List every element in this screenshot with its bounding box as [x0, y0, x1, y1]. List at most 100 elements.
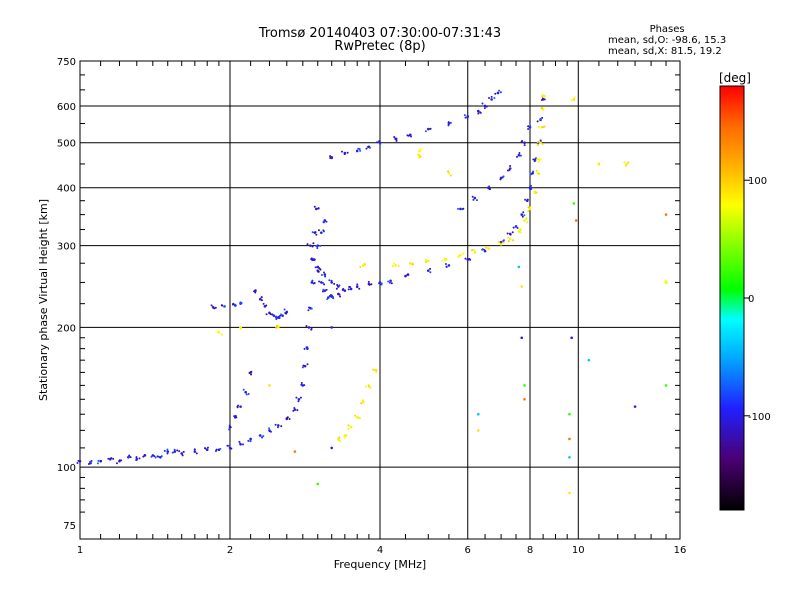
data-point-O-echo [90, 460, 93, 463]
data-point-O-echo [135, 456, 138, 459]
data-point-O-echo [235, 416, 238, 419]
data-point-O-echo [326, 298, 329, 301]
data-point-O-echo [481, 248, 484, 251]
data-point-O-echo [213, 307, 216, 310]
data-point-O-echo [248, 371, 251, 374]
data-point-O-echo [407, 273, 410, 276]
data-point-O-echo [250, 373, 253, 376]
data-point-X-echo [507, 236, 510, 239]
data-point-X-echo [541, 95, 544, 98]
data-point-O-echo [311, 279, 314, 282]
y-tick-label: 400 [57, 184, 76, 195]
data-point-O-echo [325, 288, 328, 291]
data-point-O [205, 448, 209, 452]
data-point-O-echo [481, 102, 484, 105]
data-point-O-echo [483, 107, 486, 110]
data-point-O [327, 296, 330, 299]
data-point-O-echo [464, 116, 467, 119]
data-point-O-echo [329, 155, 332, 158]
data-point-O-echo [228, 444, 231, 447]
data-point-O-echo [323, 271, 326, 274]
data-point-O-echo [529, 124, 532, 127]
data-point-X-echo [573, 96, 576, 99]
data-point-O-echo [395, 137, 398, 140]
data-point-X-echo [485, 246, 488, 249]
data-point-O-echo [280, 425, 283, 428]
data-point-O-echo [499, 178, 502, 181]
data-point-other [293, 450, 297, 453]
data-point-O-echo [129, 456, 132, 459]
data-point-X-echo [665, 281, 668, 284]
data-point-X-echo [391, 265, 394, 268]
data-point-O-echo [160, 455, 163, 458]
data-point-O-echo [464, 257, 467, 260]
data-point-O-echo [285, 312, 288, 315]
data-point-O-echo [239, 442, 242, 445]
data-point-O-echo [306, 363, 309, 366]
data-point-O-echo [321, 281, 324, 284]
data-point-X [523, 219, 526, 222]
data-point-O-echo [120, 459, 123, 462]
data-point-O-echo [479, 111, 482, 114]
x-tick-label: 16 [674, 545, 687, 556]
data-point-O-echo [275, 318, 278, 321]
data-point-X-echo [337, 439, 340, 442]
data-point-O-echo [303, 347, 306, 350]
data-point-O [244, 390, 247, 394]
data-point-O-echo [157, 455, 160, 458]
data-point-O-echo [317, 270, 320, 273]
data-point-O-echo [258, 434, 261, 437]
data-point-O-echo [321, 290, 324, 293]
data-point-O-echo [112, 457, 115, 460]
data-point-O-echo [395, 139, 398, 142]
data-point-other [517, 265, 521, 269]
data-point-O [323, 273, 327, 276]
data-point-O-echo [89, 461, 92, 464]
data-point-O-echo [278, 317, 281, 320]
data-point-O-echo [475, 199, 478, 202]
data-point-O-echo [311, 245, 314, 248]
x-tick-label: 2 [227, 545, 233, 556]
data-point-O-echo [250, 370, 253, 373]
data-point-O-echo [219, 447, 222, 450]
data-point-O-echo [333, 282, 336, 285]
data-point-O-echo [237, 404, 240, 407]
data-point-O [309, 244, 312, 247]
data-point-X-echo [542, 96, 545, 99]
data-point-O-echo [230, 447, 233, 450]
data-point-X-echo [527, 206, 530, 209]
data-point-O [312, 258, 316, 261]
data-point-X-echo [358, 417, 361, 420]
data-point-other [520, 285, 524, 288]
data-point-O-echo [521, 140, 524, 143]
data-point-O-echo [509, 165, 512, 168]
data-point-O-echo [303, 384, 306, 387]
data-point-O-echo [462, 207, 465, 210]
data-point-O-echo [366, 145, 369, 148]
data-point-O-echo [87, 462, 90, 465]
data-point-O-echo [236, 406, 239, 409]
y-tick-label: 300 [57, 242, 76, 253]
data-point-O [343, 289, 347, 292]
data-point-X-echo [627, 161, 630, 164]
axis-tick-labels: 1 2 4 6 8 10 16 75 100 200 300 400 500 600 750 [57, 57, 686, 556]
data-point-O [508, 167, 512, 170]
data-point-O-echo [176, 449, 179, 452]
data-point-O-echo [357, 147, 360, 150]
data-point-X-echo [275, 324, 278, 327]
data-point-O-echo [490, 95, 493, 98]
data-point-O-echo [457, 207, 460, 210]
data-point-O-echo [339, 295, 342, 298]
data-point-O-echo [315, 245, 318, 248]
data-point-O-echo [449, 121, 452, 124]
colorbar-tick-label: -100 [748, 412, 771, 423]
axis-ticks [80, 61, 680, 539]
data-point-O-echo [76, 462, 79, 465]
colorbar-label: [deg] [719, 71, 751, 85]
data-point-X-echo [498, 241, 501, 244]
data-point-X-echo [338, 436, 341, 439]
data-point-other [664, 213, 668, 216]
data-point-X [361, 264, 365, 267]
data-point-O-echo [311, 231, 314, 234]
data-point-O-echo [499, 91, 502, 94]
